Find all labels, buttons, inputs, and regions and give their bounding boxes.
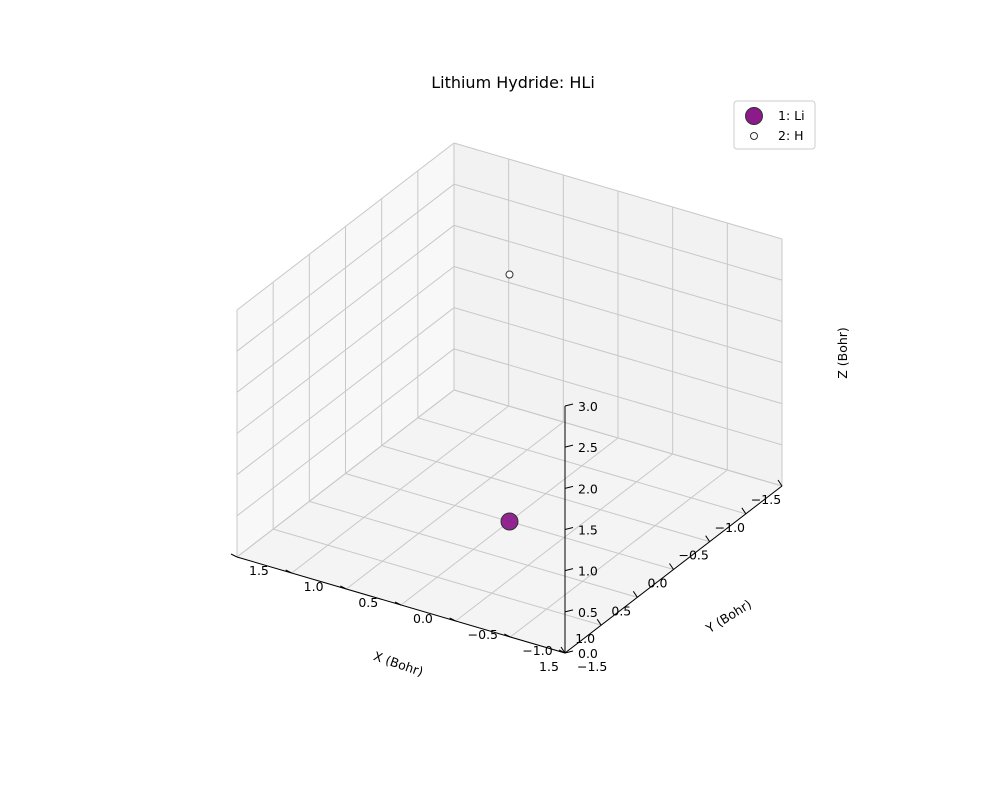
x-tick-mark	[632, 591, 638, 598]
y-tick-label: 0.0	[413, 611, 433, 626]
y-tick-mark	[230, 553, 238, 558]
grid-line-z-back	[453, 183, 783, 281]
z-tick-label: 3.0	[578, 399, 598, 414]
axis-panes	[237, 143, 782, 653]
y-tick-label: −1.0	[522, 643, 552, 658]
x-tick-mark	[741, 507, 747, 515]
chart-title: Lithium Hydride: HLi	[431, 73, 595, 92]
z-axis-label: Z (Bohr)	[835, 327, 850, 379]
x-tick-mark	[596, 618, 602, 626]
z-tick-label: 0.5	[578, 605, 598, 620]
z-tick-mark	[564, 485, 574, 489]
z-tick-label: 1.5	[578, 523, 598, 538]
x-tick-label: −1.0	[715, 520, 745, 535]
grid-line-y-floor	[291, 405, 509, 574]
data-points	[500, 270, 519, 531]
x-tick-label: −1.5	[751, 492, 781, 507]
grid-line-y-floor	[236, 389, 455, 558]
z-tick-mark	[564, 527, 574, 530]
y-tick-label: 0.5	[358, 595, 378, 610]
z-tick-mark	[564, 568, 574, 572]
grid-line-z-back	[453, 142, 783, 240]
x-axis-label: X (Bohr)	[372, 648, 426, 679]
y-tick-label: −1.5	[577, 659, 607, 674]
legend-label-li: 1: Li	[778, 108, 805, 123]
x-tick-mark	[669, 563, 674, 570]
x-tick-mark	[560, 646, 566, 654]
legend-marker-li	[745, 107, 763, 125]
x-tick-mark	[777, 479, 783, 487]
y-tick-label: −0.5	[468, 627, 498, 642]
z-tick-label: 1.0	[578, 564, 598, 579]
y-axis-label: Y (Bohr)	[702, 596, 754, 636]
y-tick-mark	[504, 633, 511, 638]
grid-line-z-left	[236, 183, 455, 352]
z-tick-label: 0.0	[578, 646, 598, 661]
y-tick-mark	[340, 585, 347, 590]
z-tick-mark	[564, 609, 574, 613]
z-tick-mark	[564, 650, 574, 654]
x-tick-label: 0.0	[648, 576, 668, 591]
y-tick-mark	[285, 569, 292, 574]
y-tick-label: 1.5	[249, 563, 269, 578]
legend: 1: Li 2: H	[733, 100, 816, 150]
atom-point-h	[505, 270, 514, 279]
z-tick-mark	[564, 403, 574, 407]
grid-line-z-left	[236, 142, 455, 311]
atom-point-li	[500, 512, 519, 531]
legend-marker-h	[750, 132, 758, 140]
z-tick-label: 2.5	[578, 440, 598, 455]
y-tick-mark	[394, 601, 402, 606]
z-tick-label: 2.0	[578, 481, 598, 496]
y-tick-mark	[449, 617, 456, 622]
z-tick-mark	[564, 444, 574, 448]
y-tick-label: 1.0	[304, 579, 324, 594]
x-tick-mark	[705, 535, 711, 542]
x-tick-label: 1.0	[575, 631, 595, 646]
y-tick-mark	[558, 649, 566, 654]
legend-label-h: 2: H	[778, 128, 804, 143]
x-tick-label: −0.5	[678, 548, 708, 563]
x-tick-label: 0.5	[611, 603, 631, 618]
tick-labels: −1.5 −1.0 −0.5 0.0 0.5 1.0 1.5 −1.5 −1.0 −0.5 0.0 0…	[230, 399, 783, 674]
x-tick-label: 1.5	[539, 659, 559, 674]
